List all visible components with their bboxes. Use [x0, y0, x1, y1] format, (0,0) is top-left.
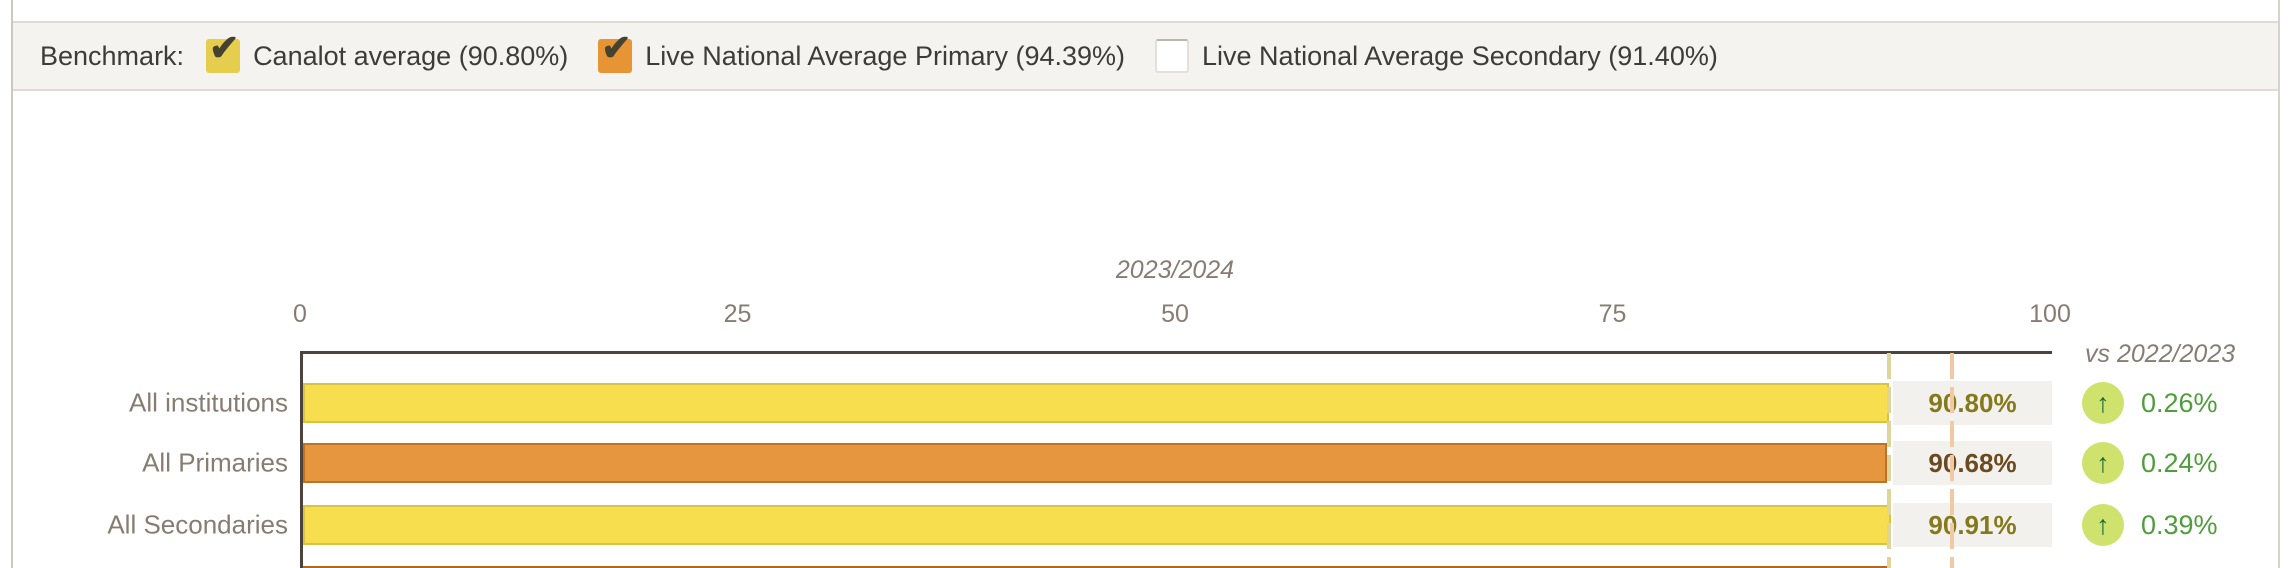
benchmark-label: Benchmark:: [40, 40, 185, 71]
comparison-column-header: vs 2022/2023: [2085, 340, 2236, 368]
x-axis-tick: 0: [293, 300, 307, 328]
checkbox-national-average-secondary[interactable]: ✔: [1155, 39, 1190, 73]
up-arrow-icon: ↑: [2082, 382, 2124, 424]
panel-left-border: [11, 0, 13, 568]
legend-item-national-average-secondary[interactable]: ✔ Live National Average Secondary (91.40…: [1155, 39, 1718, 73]
checkmark-icon: ✔: [209, 27, 240, 68]
bar-all-secondaries[interactable]: [303, 505, 1891, 545]
chart-title: 2023/2024: [1115, 256, 1235, 284]
benchmark-line-canalot-average: [1887, 353, 1891, 568]
legend-label-national-average-secondary: Live National Average Secondary (91.40%): [1202, 40, 1718, 71]
delta-all-secondaries: ↑ 0.39%: [2082, 504, 2218, 546]
value-box: 90.91%: [1893, 503, 2052, 547]
value-label: 90.91%: [1928, 509, 2017, 540]
value-label: 90.80%: [1928, 387, 2017, 418]
legend-item-national-average-primary[interactable]: ✔ Live National Average Primary (94.39%): [598, 30, 1126, 73]
checkbox-national-average-primary[interactable]: ✔: [598, 30, 633, 73]
checkmark-icon: ✔: [601, 27, 632, 68]
legend-item-canalot-average[interactable]: ✔ Canalot average (90.80%): [206, 30, 569, 73]
chart-row-all-primaries: All Primaries 90.68% ↑ 0.24%: [0, 441, 2292, 485]
checkbox-canalot-average[interactable]: ✔: [206, 30, 241, 73]
legend-label-national-average-primary: Live National Average Primary (94.39%): [645, 40, 1126, 71]
legend-label-canalot-average: Canalot average (90.80%): [253, 40, 569, 71]
x-axis-tick: 100: [2029, 300, 2071, 328]
delta-value: 0.24%: [2141, 447, 2218, 478]
chart-row-all-secondaries: All Secondaries 90.91% ↑ 0.39%: [0, 503, 2292, 547]
delta-value: 0.39%: [2141, 509, 2218, 540]
x-axis-line: [300, 351, 2052, 354]
x-axis-tick: 75: [1598, 300, 1627, 328]
delta-value: 0.26%: [2141, 387, 2218, 418]
benchmark-legend-bar: Benchmark: ✔ Canalot average (90.80%) ✔ …: [13, 21, 2278, 91]
chart-row-all-institutions: All institutions 90.80% ↑ 0.26%: [0, 381, 2292, 425]
panel-right-border: [2278, 0, 2280, 568]
partial-next-bar[interactable]: [303, 566, 1889, 568]
value-label: 90.68%: [1928, 447, 2017, 478]
row-label: All Secondaries: [107, 509, 288, 540]
delta-all-primaries: ↑ 0.24%: [2082, 442, 2218, 484]
x-axis-tick: 50: [1161, 300, 1189, 328]
y-axis-line: [300, 351, 303, 568]
value-box: 90.80%: [1893, 381, 2052, 425]
x-axis-tick: 25: [723, 300, 752, 328]
value-box: 90.68%: [1893, 441, 2052, 485]
bar-all-primaries[interactable]: [303, 443, 1887, 483]
benchmark-line-national-average-primary: [1949, 353, 1954, 568]
row-label: All Primaries: [142, 447, 288, 478]
bar-all-institutions[interactable]: [303, 383, 1889, 423]
up-arrow-icon: ↑: [2082, 504, 2124, 546]
row-label: All institutions: [129, 387, 288, 418]
delta-all-institutions: ↑ 0.26%: [2082, 382, 2218, 424]
up-arrow-icon: ↑: [2082, 442, 2124, 484]
